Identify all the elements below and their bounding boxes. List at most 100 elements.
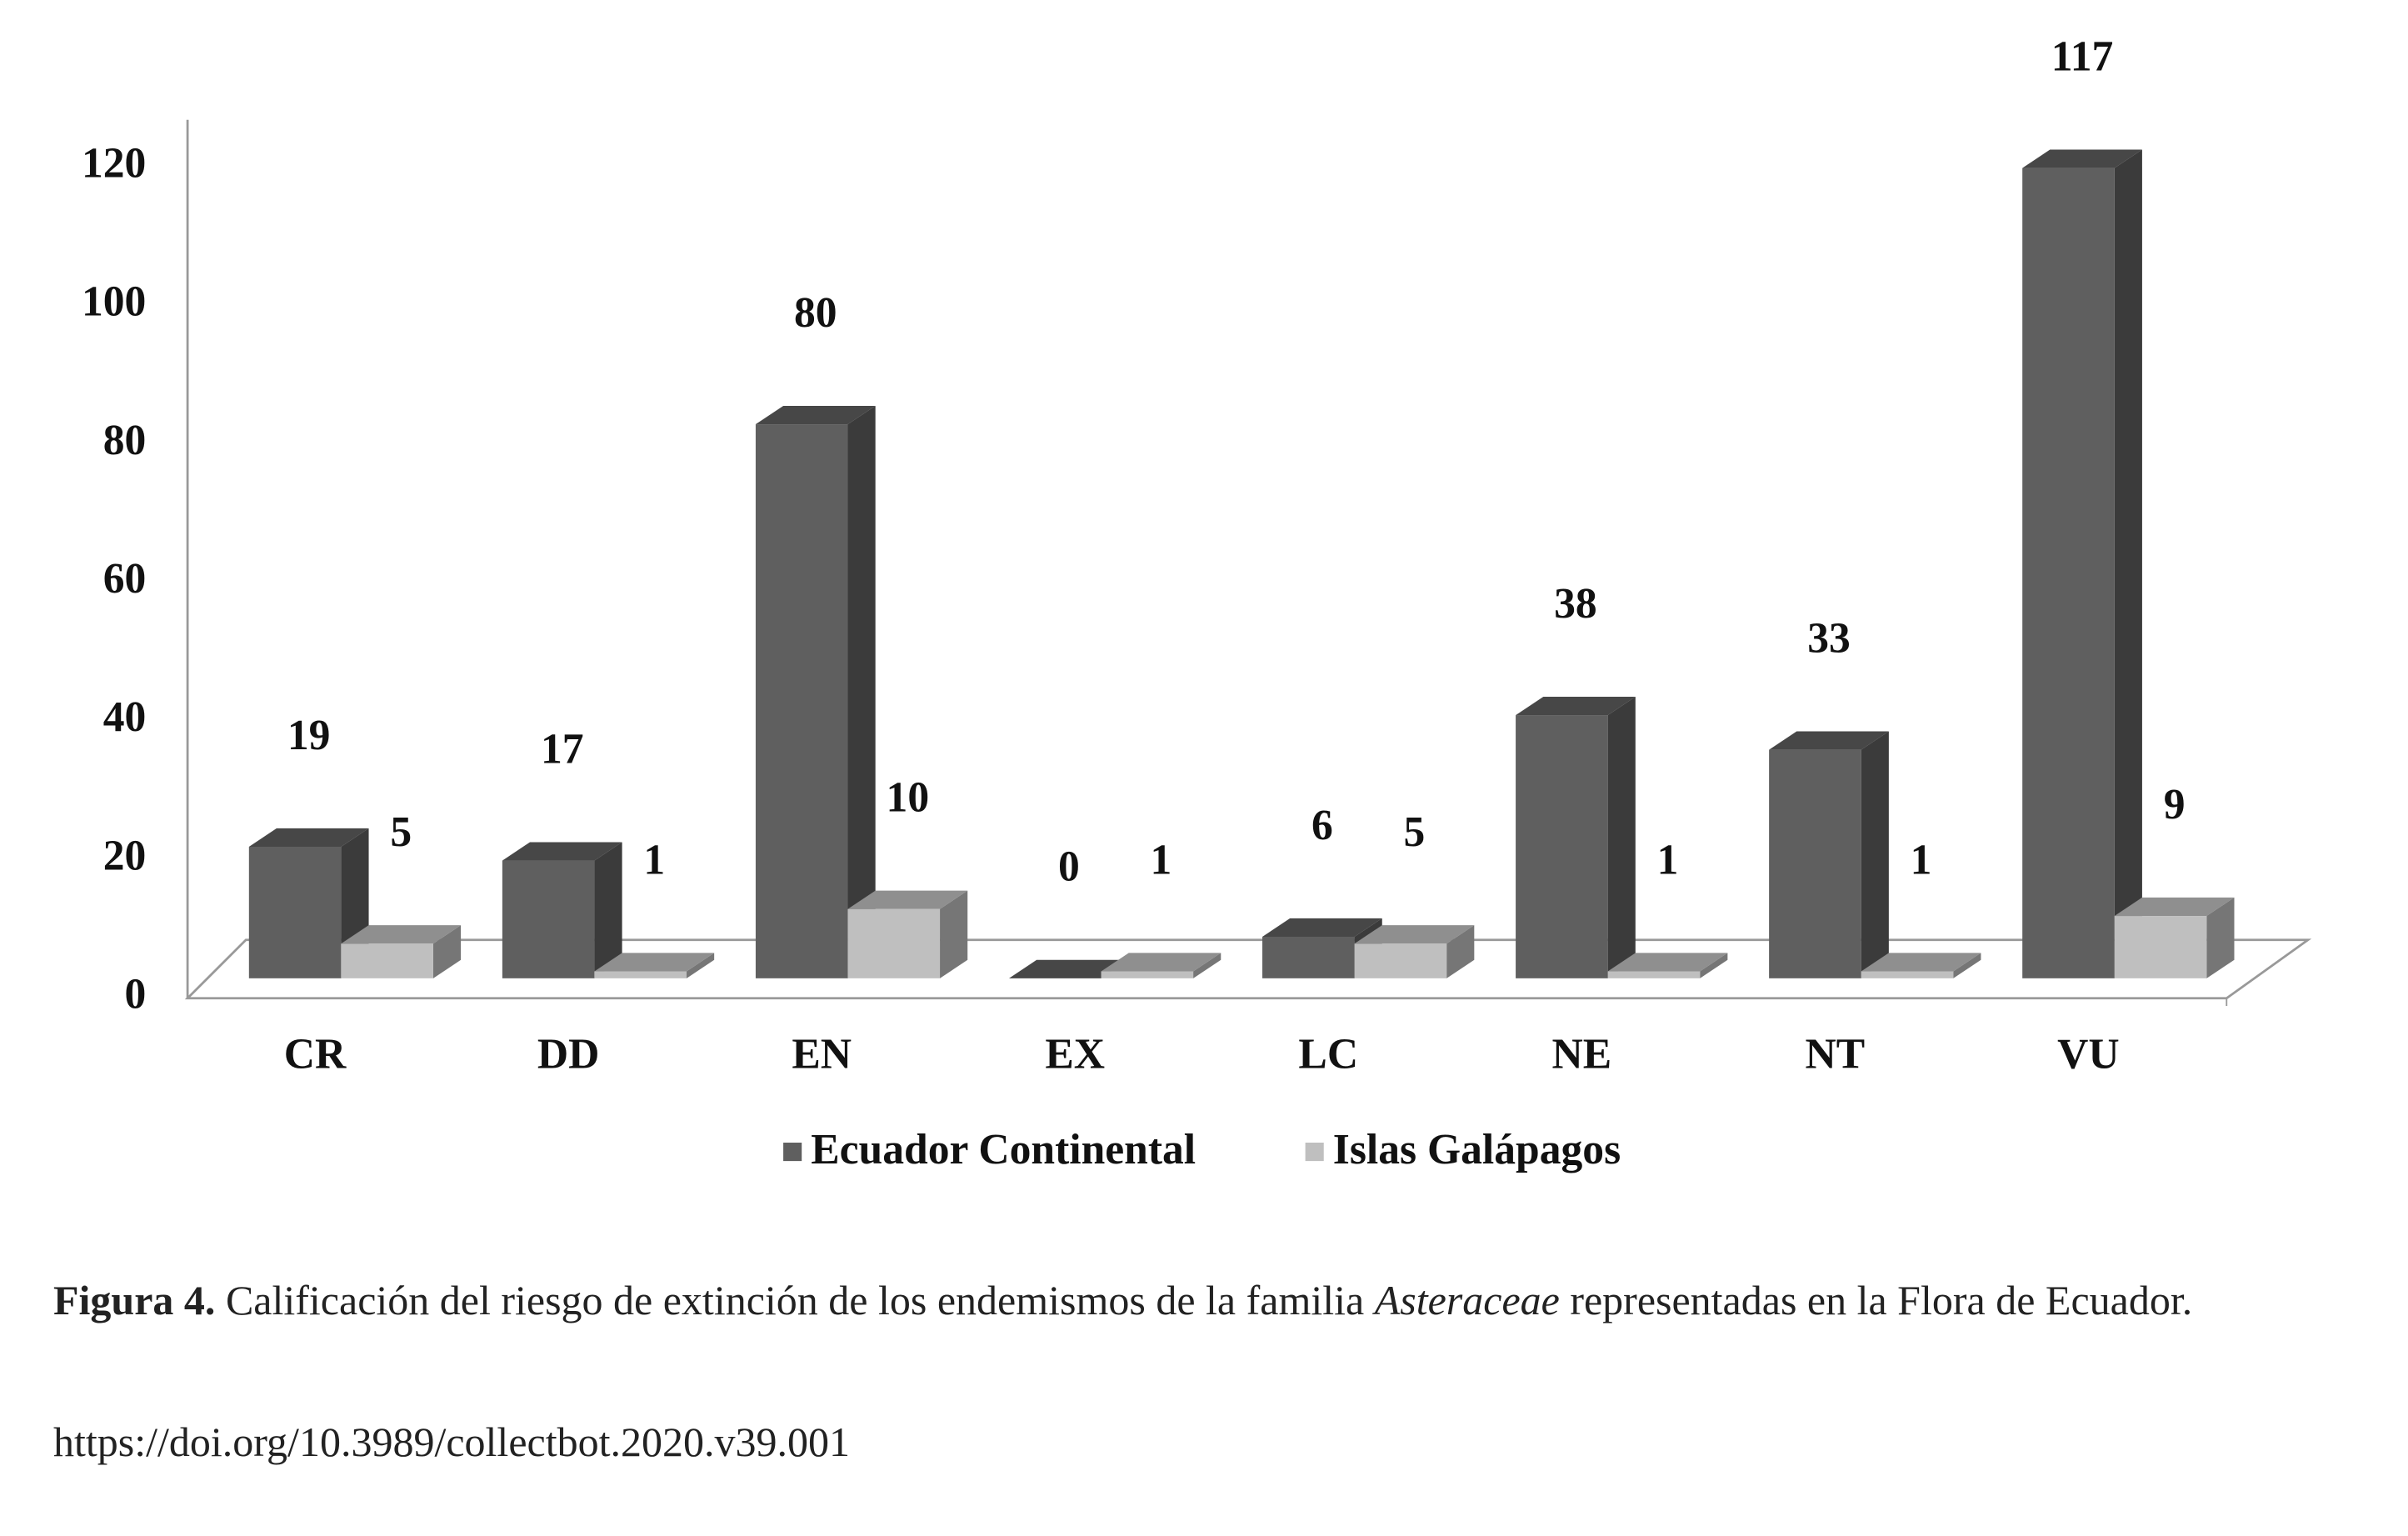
bar	[1008, 959, 1129, 978]
data-label: 1	[1911, 836, 1932, 883]
bar	[341, 925, 462, 978]
x-tick-label: LC	[1298, 1030, 1358, 1078]
bar-side	[2206, 897, 2235, 978]
bar	[594, 953, 715, 978]
bar-side	[847, 405, 876, 978]
data-label: 17	[541, 725, 584, 773]
data-label: 1	[1151, 836, 1172, 883]
bar	[1516, 696, 1636, 978]
data-label: 38	[1554, 580, 1597, 628]
bar-side	[1861, 731, 1889, 978]
bar-top	[755, 405, 876, 425]
bar	[1769, 731, 1889, 978]
doi: https://doi.org/10.3989/collectbot.2020.…	[53, 1418, 850, 1465]
bar-front	[594, 971, 687, 978]
data-label: 1	[1657, 836, 1679, 883]
bar	[2022, 149, 2142, 978]
bar-side	[1700, 953, 1728, 978]
legend-label: Islas Galápagos	[1333, 1126, 1621, 1173]
bar-front	[502, 860, 595, 978]
bar	[847, 890, 968, 978]
bar-top	[1354, 925, 1475, 944]
bar-side	[1607, 696, 1636, 978]
data-label: 117	[2051, 33, 2114, 80]
y-tick-label: 80	[103, 417, 147, 464]
caption: Figura 4. Calificación del riesgo de ext…	[53, 1275, 2357, 1325]
bar-side	[1953, 953, 1981, 978]
bar-top	[1769, 731, 1889, 750]
y-tick-label: 100	[82, 278, 146, 326]
y-tick-label: 0	[125, 971, 147, 1018]
bar-top	[1607, 953, 1728, 972]
bar	[755, 405, 876, 978]
bar-front	[1769, 749, 1861, 978]
bar-top	[2114, 897, 2235, 917]
bar-front	[1101, 971, 1194, 978]
data-label: 5	[390, 808, 412, 856]
bar-side	[2114, 149, 2142, 978]
x-tick-label: EX	[1045, 1030, 1105, 1078]
bar	[502, 842, 622, 978]
bar-top	[1516, 696, 1636, 716]
data-label: 1	[643, 836, 665, 883]
legend-swatch	[783, 1143, 802, 1162]
bar-side	[594, 842, 622, 978]
bar-front	[847, 908, 941, 978]
caption-text: Calificación del riesgo de extinción de …	[225, 1277, 1365, 1323]
y-tick-label: 40	[103, 693, 147, 741]
y-tick-label: 20	[103, 832, 147, 879]
data-label: 10	[887, 774, 930, 822]
x-tick-label: NT	[1806, 1030, 1866, 1078]
bar-top	[1101, 953, 1221, 972]
bar-front	[2022, 168, 2115, 978]
bar-front	[1262, 936, 1355, 978]
bar-top	[1861, 953, 1981, 972]
data-label: 19	[287, 712, 331, 759]
bar	[1354, 925, 1475, 978]
bar	[2114, 897, 2235, 978]
bar-top	[1008, 959, 1129, 978]
bar-front	[1607, 971, 1701, 978]
bar-top	[594, 953, 715, 972]
legend-swatch	[1305, 1143, 1324, 1162]
data-label: 6	[1311, 802, 1333, 849]
bar-top	[2022, 149, 2142, 168]
bar-front	[1354, 943, 1447, 978]
x-tick-label: VU	[2057, 1030, 2120, 1078]
bar-front	[341, 943, 433, 978]
bar	[1607, 953, 1728, 978]
bar-side	[432, 925, 462, 978]
bar-top	[847, 890, 968, 909]
bar-top	[1262, 918, 1382, 937]
bar-front	[1516, 715, 1608, 978]
x-tick-label: DD	[537, 1030, 600, 1078]
bar-top	[502, 842, 622, 861]
x-tick-label: NE	[1551, 1030, 1611, 1078]
caption-italic: Asteraceae	[1374, 1277, 1560, 1323]
caption-text: representadas en la Flora de Ecuador.	[1570, 1277, 2193, 1323]
bar-front	[248, 846, 342, 978]
bar	[1101, 953, 1221, 978]
bar-front	[1861, 971, 1954, 978]
y-tick-label: 60	[103, 555, 147, 603]
x-tick-label: CR	[284, 1030, 347, 1078]
data-label: 80	[794, 289, 837, 337]
legend-label: Ecuador Continental	[811, 1126, 1196, 1173]
bar-top	[341, 925, 462, 944]
bar-front	[2114, 916, 2207, 978]
floor	[184, 938, 2312, 1000]
x-tick-label: EN	[792, 1030, 852, 1078]
data-label: 9	[2164, 781, 2186, 828]
data-label: 5	[1404, 808, 1426, 856]
bar-side	[1446, 925, 1475, 978]
bar-side	[1193, 953, 1221, 978]
bar-front	[755, 424, 848, 978]
y-tick-label: 120	[82, 139, 146, 187]
data-label: 0	[1058, 843, 1080, 891]
caption-label: Figura 4.	[53, 1277, 216, 1323]
bar-side	[940, 890, 968, 978]
bar-side	[686, 953, 715, 978]
data-label: 33	[1807, 614, 1851, 662]
